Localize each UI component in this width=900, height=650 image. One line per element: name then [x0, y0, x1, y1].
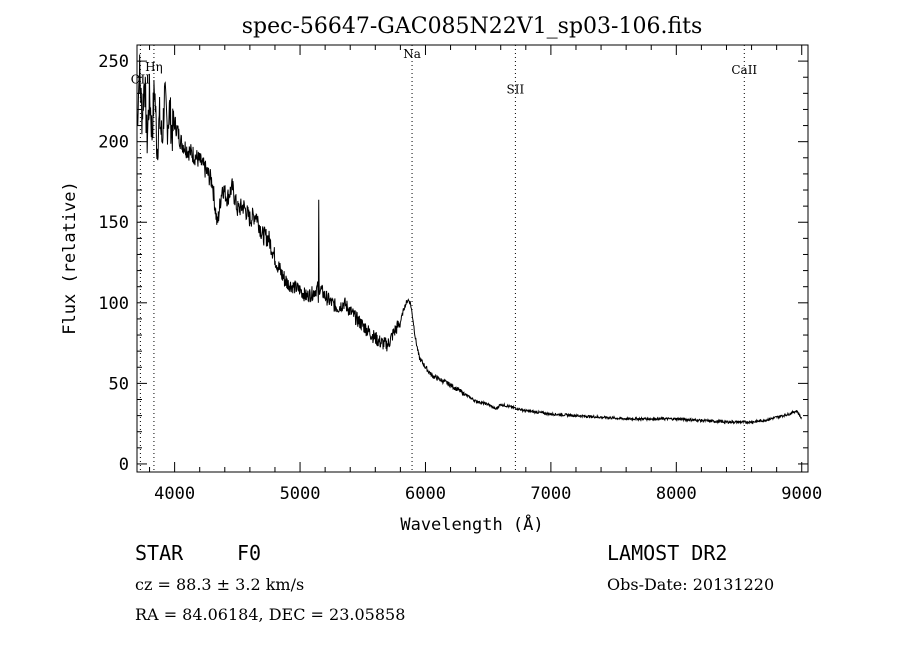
tick-labels: 4000 5000 6000 7000 8000 9000 0 50 100 150 200 250 — [98, 52, 822, 504]
survey-name: LAMOST DR2 — [607, 541, 727, 565]
spectral-line-label: Na — [403, 47, 421, 61]
spectral-line-label: Hη — [145, 60, 163, 74]
x-axis-label: Wavelength (Å) — [400, 513, 543, 535]
subclass: F0 — [237, 541, 261, 565]
redshift-cz: cz = 88.3 ± 3.2 km/s — [135, 575, 304, 594]
y-tick-label: 100 — [98, 294, 129, 314]
x-tick-label: 5000 — [280, 484, 321, 504]
object-class: STAR — [135, 541, 184, 565]
axis-ticks — [137, 45, 808, 472]
spectral-line-label: SII — [507, 82, 525, 96]
y-tick-label: 250 — [98, 52, 129, 72]
chart-title: spec-56647-GAC085N22V1_sp03-106.fits — [242, 14, 703, 39]
y-axis-label: Flux (relative) — [60, 181, 80, 335]
plot-frame — [136, 44, 809, 473]
x-tick-label: 6000 — [405, 484, 446, 504]
y-tick-label: 50 — [109, 374, 129, 394]
spectrum-series — [136, 54, 802, 425]
x-tick-label: 8000 — [656, 484, 697, 504]
y-tick-label: 0 — [119, 455, 129, 475]
line-markers — [139, 45, 745, 472]
y-tick-label: 150 — [98, 213, 129, 233]
x-tick-label: 4000 — [154, 484, 195, 504]
obs-date: Obs-Date: 20131220 — [607, 575, 774, 594]
spectrum-line — [136, 54, 802, 425]
x-tick-label: 9000 — [781, 484, 822, 504]
y-tick-label: 200 — [98, 133, 129, 153]
x-tick-label: 7000 — [530, 484, 571, 504]
spectral-line-label: CaII — [731, 63, 757, 77]
coordinates: RA = 84.06184, DEC = 23.05858 — [135, 605, 405, 624]
